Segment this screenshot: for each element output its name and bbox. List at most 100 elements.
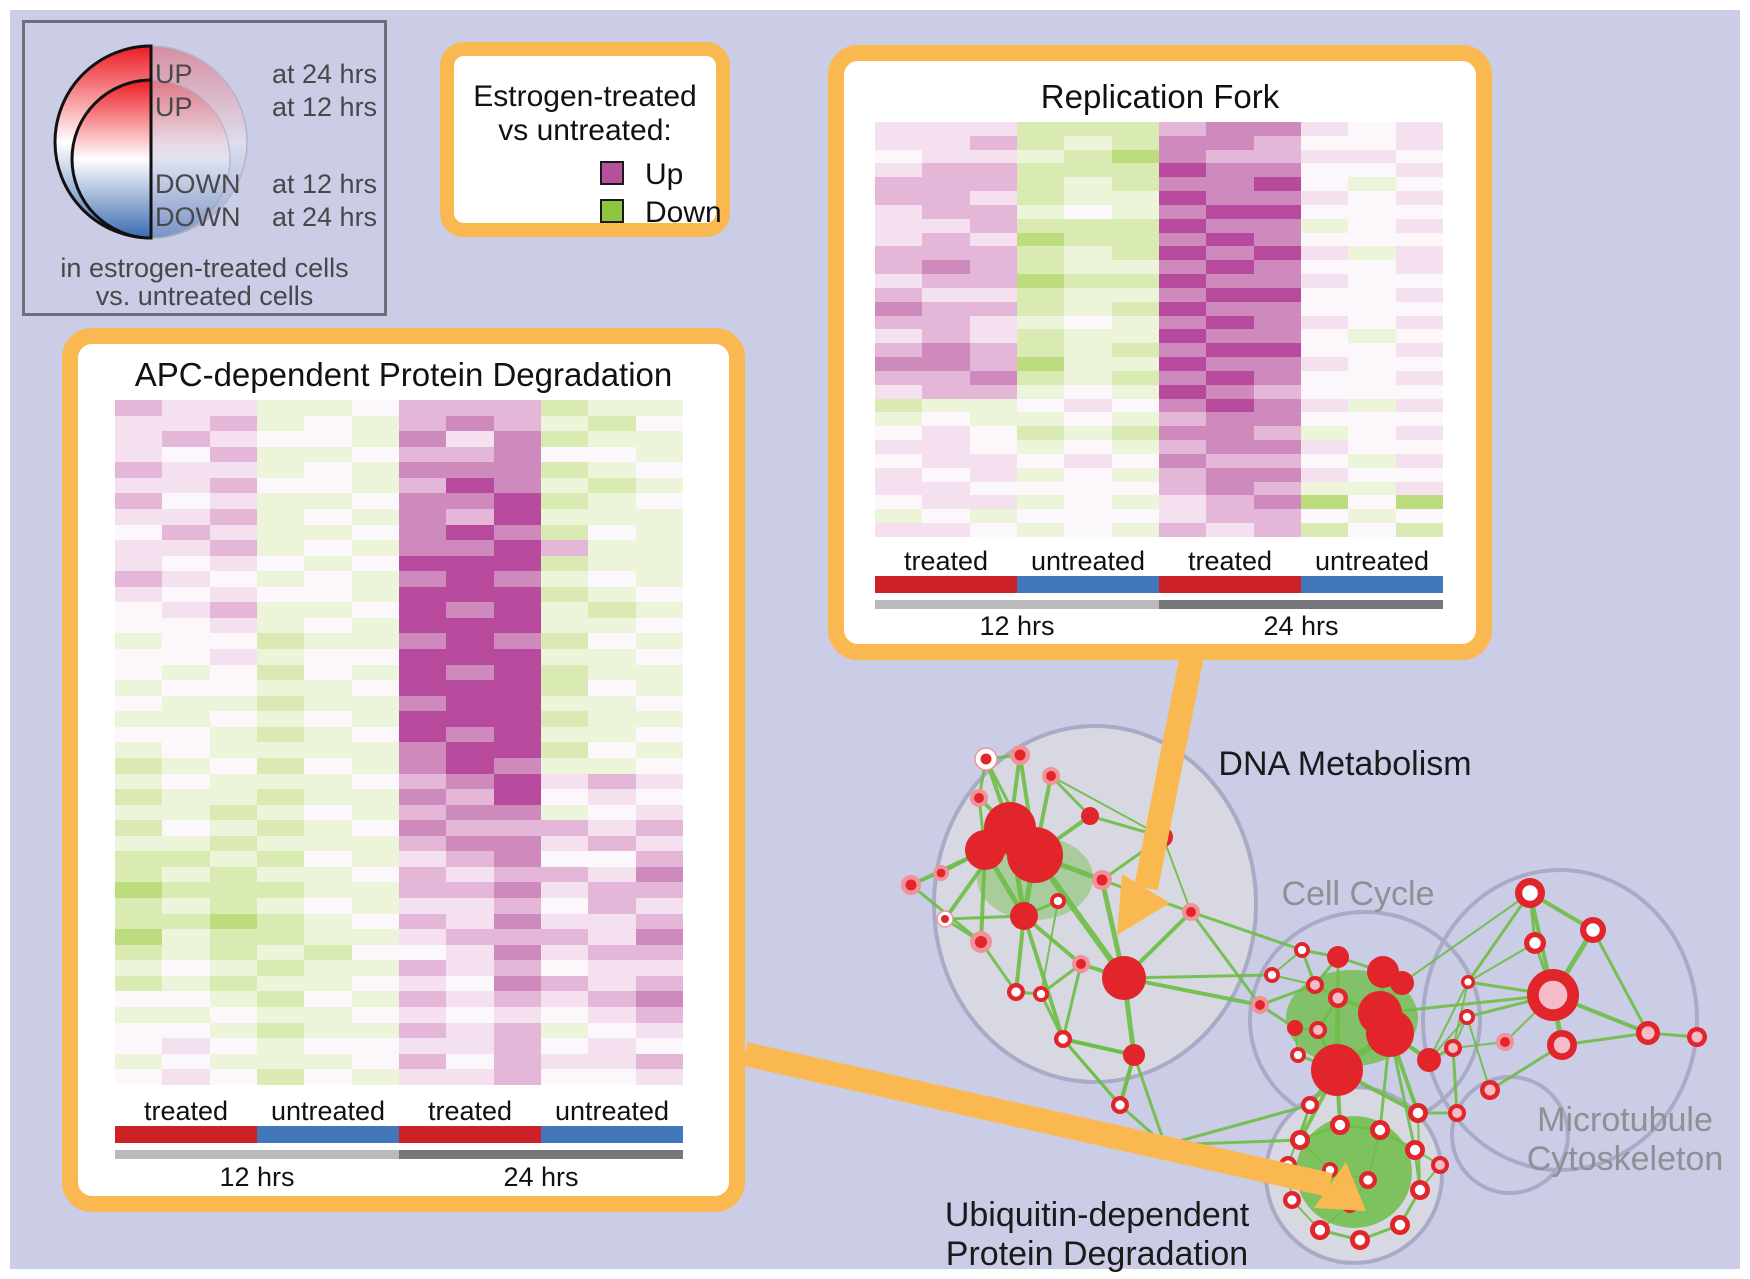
heatmap-cell	[1300, 315, 1349, 330]
heatmap-cell	[969, 301, 1017, 316]
heatmap-cell	[115, 586, 163, 603]
heatmap-cell	[588, 960, 636, 976]
heatmap-cell	[1158, 523, 1207, 537]
heatmap-cell	[875, 274, 923, 288]
heatmap-row	[875, 232, 1443, 247]
heatmap-cell	[1253, 135, 1301, 150]
legend-up-24-time: at 24 hrs	[272, 59, 378, 89]
heatmap-cell	[446, 960, 494, 976]
heatmap-cell	[209, 929, 257, 945]
heatmap-cell	[1064, 426, 1112, 441]
heatmap-row	[115, 400, 683, 416]
heatmap-cell	[1158, 274, 1207, 288]
heatmap-cell	[493, 462, 541, 478]
heatmap-cell	[1064, 412, 1112, 427]
heatmap-cell	[1016, 246, 1065, 261]
heatmap-cell	[493, 742, 541, 758]
heatmap-cell	[209, 711, 257, 727]
heatmap-cell	[588, 462, 636, 478]
heatmap-cell	[969, 149, 1017, 164]
heatmap-cell	[922, 357, 970, 371]
network-edge	[1378, 993, 1555, 1015]
heatmap-row	[875, 287, 1443, 302]
heatmap-cell	[635, 835, 683, 852]
heatmap-cell	[1300, 135, 1349, 150]
heatmap-cell	[493, 680, 541, 696]
heatmap-cell	[588, 649, 636, 665]
heatmap-cell	[1253, 398, 1301, 413]
heatmap-cell	[875, 495, 923, 510]
heatmap-cell	[115, 820, 163, 836]
heatmap-cell	[635, 1022, 683, 1039]
network-edge	[1061, 1037, 1136, 1057]
heatmap-cell	[304, 649, 352, 665]
heatmap-cell	[1348, 495, 1396, 510]
heatmap-cell	[446, 742, 494, 758]
heatmap-cell	[1300, 509, 1349, 524]
heatmap-cell	[209, 882, 257, 898]
heatmap-cell	[256, 789, 305, 805]
heatmap-cell	[1016, 177, 1065, 192]
heatmap-cell	[588, 726, 636, 743]
heatmap-cell	[635, 400, 683, 416]
heatmap-cell	[1253, 343, 1301, 358]
heatmap-cell	[304, 1022, 352, 1039]
heatmap-cell	[209, 835, 257, 852]
heatmap-cell	[209, 524, 257, 541]
heatmap-row	[875, 426, 1443, 441]
heatmap-cell	[304, 929, 352, 945]
heatmap-cell	[1253, 163, 1301, 178]
heatmap-cell	[162, 446, 210, 463]
heatmap-cell	[1016, 274, 1065, 288]
heatmap-cell	[1064, 467, 1112, 482]
heatmap-cell	[635, 680, 683, 696]
heatmap-cell	[256, 913, 305, 930]
heatmap-cell	[588, 680, 636, 696]
heatmap-cell	[1300, 412, 1349, 427]
heatmap-cell	[1111, 453, 1159, 468]
heatmap-cell	[1253, 204, 1301, 219]
heatmap-cell	[969, 357, 1017, 371]
heatmap-cell	[540, 1053, 589, 1070]
heatmap-cell	[162, 431, 210, 447]
heatmap-cell	[304, 524, 352, 541]
heatmap-cell	[1348, 384, 1396, 399]
heatmap-cell	[540, 898, 589, 914]
gene-node-ring-center	[1412, 1107, 1424, 1119]
heatmap-row	[115, 835, 683, 852]
heatmap-cell	[969, 412, 1017, 427]
heatmap-cell	[875, 232, 923, 247]
heatmap-cell	[115, 757, 163, 774]
heatmap-cell	[256, 508, 305, 525]
heatmap-cell	[398, 1022, 447, 1039]
heatmap-cell	[1206, 191, 1254, 205]
heatmap-cell	[922, 177, 970, 192]
heatmap-cell	[493, 508, 541, 525]
heatmap-cell	[635, 571, 683, 587]
heatmap-cell	[922, 453, 970, 468]
heatmap-cell	[1158, 370, 1207, 385]
heatmap-cell	[256, 944, 305, 961]
heatmap-cell	[398, 446, 447, 463]
heatmap-cell	[588, 944, 636, 961]
heatmap-cell	[1300, 260, 1349, 275]
heatmap-cell	[351, 1022, 399, 1039]
heatmap-cell	[969, 495, 1017, 510]
heatmap-cell	[1206, 481, 1254, 496]
heatmap-cell	[1348, 509, 1396, 524]
heatmap-cell	[209, 944, 257, 961]
heatmap-cell	[115, 742, 163, 758]
gene-node-ring-center	[1414, 1184, 1426, 1196]
heatmap-cell	[209, 649, 257, 665]
heatmap-cell	[1016, 260, 1065, 275]
gene-node-ring-center	[1287, 1195, 1297, 1205]
heatmap-row	[115, 649, 683, 665]
heatmap-cell	[1348, 122, 1396, 136]
heatmap-cell	[398, 415, 447, 432]
heatmap-cell	[1253, 218, 1301, 233]
heatmap-cell	[588, 602, 636, 618]
heatmap-cell	[540, 555, 589, 572]
heatmap-cell	[493, 991, 541, 1007]
heatmap-cell	[540, 773, 589, 790]
heatmap-cell	[304, 664, 352, 681]
